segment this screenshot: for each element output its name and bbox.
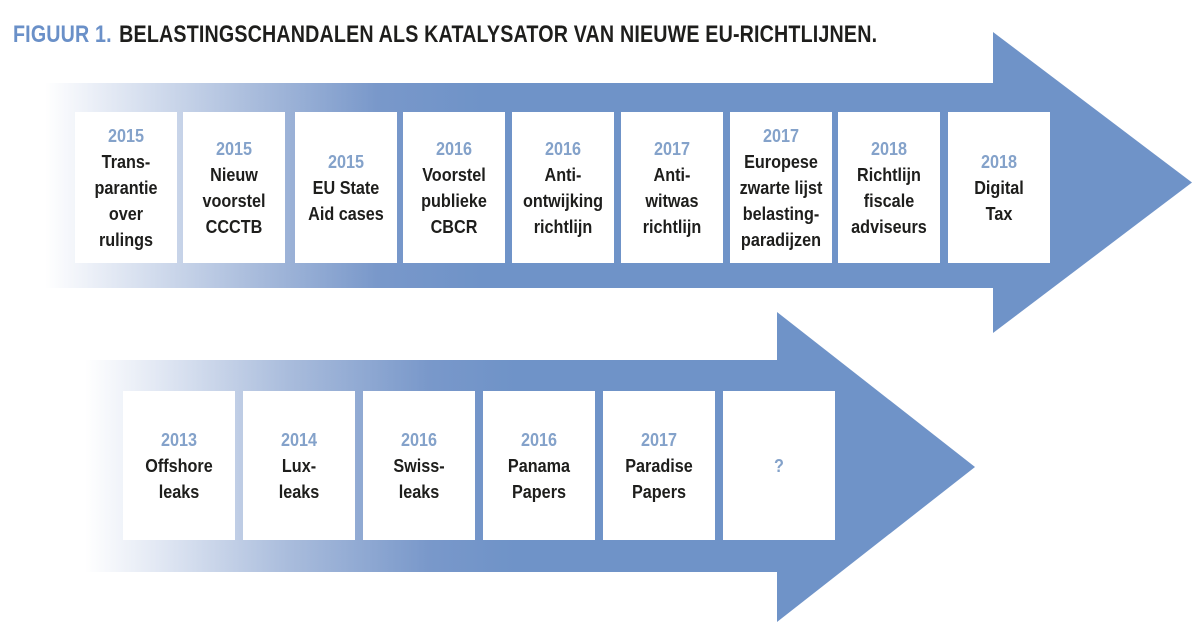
item-label: Nieuw voorstel CCCTB <box>202 164 266 237</box>
timeline-item: 2016 Anti- ontwijking richtlijn <box>512 112 614 263</box>
item-label: Anti- witwas richtlijn <box>642 164 702 237</box>
item-year: 2015 <box>107 125 145 146</box>
item-year: 2015 <box>215 138 253 159</box>
item-year: 2017 <box>640 429 678 450</box>
timeline-item: 2017 Anti- witwas richtlijn <box>621 112 723 263</box>
figure-number: FIGUUR 1. <box>13 21 112 48</box>
item-year: 2013 <box>160 429 198 450</box>
item-year: 2016 <box>544 138 582 159</box>
item-year: 2017 <box>653 138 691 159</box>
item-label: Richtlijn fiscale adviseurs <box>851 164 927 237</box>
item-year: 2017 <box>762 125 800 146</box>
item-label: Lux- leaks <box>278 455 320 502</box>
timeline-item: 2018 Digital Tax <box>948 112 1050 263</box>
item-year: 2016 <box>520 429 558 450</box>
item-label: Europese zwarte lijst belasting- paradij… <box>739 151 823 250</box>
timeline-item: 2014 Lux- leaks <box>243 391 355 540</box>
timeline-item-unknown: ? <box>723 391 835 540</box>
item-label: Digital Tax <box>974 177 1024 224</box>
item-label: Panama Papers <box>507 455 571 502</box>
item-year: 2018 <box>870 138 908 159</box>
timeline-item: 2015 Nieuw voorstel CCCTB <box>183 112 285 263</box>
item-label: Trans- parantie over rulings <box>94 151 158 250</box>
item-label: Paradise Papers <box>625 455 693 502</box>
item-label: Voorstel publieke CBCR <box>421 164 487 237</box>
timeline-item: 2015 EU State Aid cases <box>295 112 397 263</box>
item-year: 2014 <box>280 429 318 450</box>
timeline-item: 2016 Swiss- leaks <box>363 391 475 540</box>
item-year: 2018 <box>980 151 1018 172</box>
item-label: Anti- ontwijking richtlijn <box>522 164 604 237</box>
item-label: EU State Aid cases <box>308 177 384 224</box>
item-label: Swiss- leaks <box>393 455 445 502</box>
timeline-item: 2013 Offshore leaks <box>123 391 235 540</box>
item-label: Offshore leaks <box>145 455 213 502</box>
figure-title-text: BELASTINGSCHANDALEN ALS KATALYSATOR VAN … <box>119 21 878 48</box>
item-year: ? <box>774 455 784 476</box>
timeline-item: 2016 Panama Papers <box>483 391 595 540</box>
figure-title: FIGUUR 1. BELASTINGSCHANDALEN ALS KATALYS… <box>13 21 877 49</box>
item-year: 2015 <box>327 151 365 172</box>
timeline-item: 2016 Voorstel publieke CBCR <box>403 112 505 263</box>
timeline-item: 2017 Paradise Papers <box>603 391 715 540</box>
item-year: 2016 <box>435 138 473 159</box>
timeline-item: 2018 Richtlijn fiscale adviseurs <box>838 112 940 263</box>
timeline-item: 2017 Europese zwarte lijst belasting- pa… <box>730 112 832 263</box>
item-year: 2016 <box>400 429 438 450</box>
timeline-item: 2015 Trans- parantie over rulings <box>75 112 177 263</box>
